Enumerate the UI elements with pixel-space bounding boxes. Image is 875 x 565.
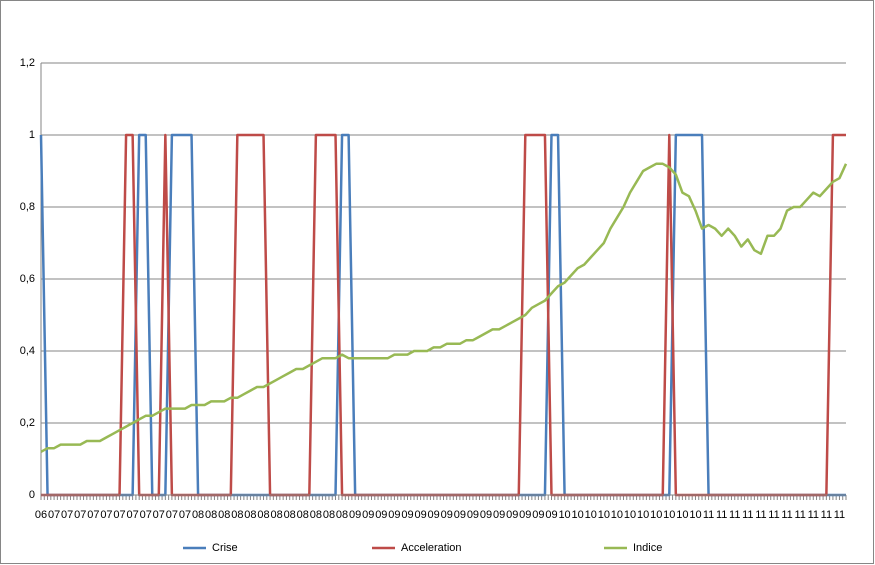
x-tick-label: 10: [663, 509, 675, 521]
x-tick-label: 10: [624, 509, 636, 521]
y-tick-label: 1: [29, 129, 35, 141]
legend-label: Indice: [633, 542, 662, 554]
x-tick-label: 08: [336, 509, 348, 521]
x-tick-label: 09: [401, 509, 413, 521]
x-tick-label: 10: [585, 509, 597, 521]
x-tick-label: 08: [257, 509, 269, 521]
x-tick-label: 08: [192, 509, 204, 521]
y-tick-label: 0,4: [20, 345, 35, 357]
x-tick-label: 08: [244, 509, 256, 521]
x-tick-label: 07: [100, 509, 112, 521]
x-tick-label: 11: [808, 509, 819, 521]
x-tick-label: 07: [48, 509, 60, 521]
x-tick-label: 11: [768, 509, 779, 521]
x-tick-label: 07: [179, 509, 191, 521]
x-tick-label: 11: [703, 509, 714, 521]
x-tick-label: 08: [297, 509, 309, 521]
x-tick-label: 10: [650, 509, 662, 521]
x-tick-label: 09: [375, 509, 387, 521]
x-tick-label: 10: [637, 509, 649, 521]
x-tick-label: 07: [127, 509, 139, 521]
x-tick-label: 07: [74, 509, 86, 521]
x-tick-label: 10: [572, 509, 584, 521]
x-tick-label: 07: [61, 509, 73, 521]
x-tick-label: 09: [545, 509, 557, 521]
y-tick-label: 0,2: [20, 417, 35, 429]
x-tick-label: 09: [467, 509, 479, 521]
y-tick-label: 0: [29, 489, 35, 501]
x-tick-label: 11: [755, 509, 766, 521]
y-tick-label: 0,6: [20, 273, 35, 285]
x-tick-label: 09: [480, 509, 492, 521]
y-tick-label: 0,8: [20, 201, 35, 213]
x-tick-label: 09: [506, 509, 518, 521]
x-tick-label: 10: [689, 509, 701, 521]
y-tick-label: 1,2: [20, 57, 35, 69]
x-tick-label: 11: [729, 509, 740, 521]
x-tick-label: 10: [558, 509, 570, 521]
x-tick-label: 09: [362, 509, 374, 521]
x-tick-label: 07: [87, 509, 99, 521]
x-tick-label: 06: [35, 509, 47, 521]
x-tick-label: 09: [349, 509, 361, 521]
x-tick-label: 07: [113, 509, 125, 521]
x-tick-label: 11: [821, 509, 832, 521]
x-tick-label: 07: [140, 509, 152, 521]
x-tick-label: 09: [493, 509, 505, 521]
x-tick-label: 11: [794, 509, 805, 521]
x-tick-label: 09: [441, 509, 453, 521]
x-tick-label: 09: [454, 509, 466, 521]
x-tick-label: 08: [218, 509, 230, 521]
x-tick-label: 09: [428, 509, 440, 521]
x-tick-label: 08: [310, 509, 322, 521]
x-tick-label: 08: [231, 509, 243, 521]
x-tick-label: 09: [532, 509, 544, 521]
legend-label: Acceleration: [401, 542, 462, 554]
x-tick-label: 09: [388, 509, 400, 521]
x-tick-label: 09: [519, 509, 531, 521]
x-tick-label: 07: [153, 509, 165, 521]
x-tick-label: 10: [611, 509, 623, 521]
x-tick-label: 10: [598, 509, 610, 521]
x-tick-label: 11: [834, 509, 845, 521]
x-tick-label: 11: [716, 509, 727, 521]
legend-label: Crise: [212, 542, 238, 554]
x-tick-label: 08: [205, 509, 217, 521]
x-tick-label: 08: [284, 509, 296, 521]
series-line: [40, 162, 848, 453]
x-tick-label: 08: [323, 509, 335, 521]
x-tick-label: 08: [270, 509, 282, 521]
x-tick-label: 11: [781, 509, 792, 521]
x-tick-label: 10: [676, 509, 688, 521]
x-tick-label: 07: [166, 509, 178, 521]
x-tick-label: 11: [742, 509, 753, 521]
x-tick-label: 09: [414, 509, 426, 521]
